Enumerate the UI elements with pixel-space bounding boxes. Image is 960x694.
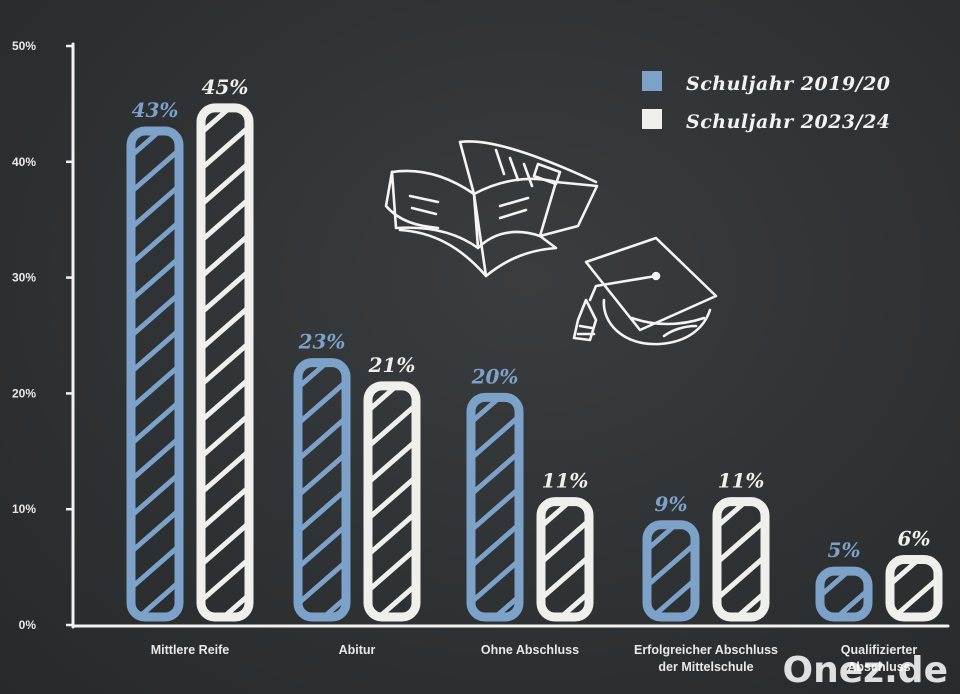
value-label: 11%	[542, 469, 589, 493]
bars	[126, 103, 943, 622]
value-label: 43%	[132, 98, 179, 122]
category-label: Qualifizierter Abschluss	[841, 643, 918, 674]
category-label-line: Abschluss	[847, 660, 910, 674]
category-label-line: Erfolgreicher Abschluss	[634, 643, 778, 657]
category-label-line: der Mittelschule	[658, 660, 753, 674]
value-label: 5%	[828, 538, 861, 562]
category-label-line: Abitur	[339, 643, 376, 657]
value-label: 21%	[368, 353, 416, 377]
category-label: Ohne Abschluss	[481, 643, 579, 657]
category-label-line: Mittlere Reife	[151, 643, 230, 657]
category-labels: Mittlere Reife Abitur Ohne Abschluss Erfolg…	[151, 643, 918, 674]
bar-2023	[196, 103, 254, 622]
bar-2023	[363, 381, 421, 622]
bar-2019	[126, 126, 184, 622]
bar-2023	[536, 497, 594, 622]
category-label-line: Qualifizierter	[841, 643, 918, 657]
legend-swatch-2023	[642, 109, 662, 129]
bar-2019	[466, 392, 524, 622]
open-book-icon	[384, 140, 599, 278]
y-tick-label: 10%	[12, 502, 36, 516]
value-label: 6%	[898, 527, 931, 551]
graduation-cap-icon	[572, 236, 718, 346]
bar-2023	[885, 555, 943, 622]
y-tick-label: 20%	[12, 386, 36, 400]
value-label: 20%	[471, 364, 519, 388]
category-label: Mittlere Reife	[151, 643, 230, 657]
value-label: 9%	[655, 492, 688, 516]
value-label: 11%	[718, 469, 765, 493]
category-label: Erfolgreicher Abschluss der Mittelschule	[634, 643, 778, 674]
bar-2019	[642, 520, 700, 622]
legend: Schuljahr 2019/20 Schuljahr 2023/24	[642, 71, 891, 133]
legend-label-2023: Schuljahr 2023/24	[686, 111, 891, 133]
value-label: 23%	[298, 330, 346, 354]
category-label-line: Ohne Abschluss	[481, 643, 579, 657]
bar-2019	[815, 566, 873, 622]
y-tick-label: 30%	[12, 271, 36, 285]
bar-2023	[712, 497, 770, 622]
y-tick-label: 40%	[12, 155, 36, 169]
category-label: Abitur	[339, 643, 376, 657]
legend-swatch-2019	[642, 71, 662, 91]
y-tick-label: 0%	[19, 618, 37, 632]
bar-2019	[293, 358, 351, 622]
brand-watermark: Onez.de	[783, 650, 948, 691]
y-tick-label: 50%	[12, 39, 36, 53]
y-tick-labels: 0% 10% 20% 30% 40% 50%	[12, 39, 73, 632]
legend-label-2019: Schuljahr 2019/20	[686, 73, 891, 95]
value-label: 45%	[202, 75, 249, 99]
value-labels: 43% 45% 23% 21% 20% 11% 9% 11% 5% 6%	[132, 75, 931, 562]
